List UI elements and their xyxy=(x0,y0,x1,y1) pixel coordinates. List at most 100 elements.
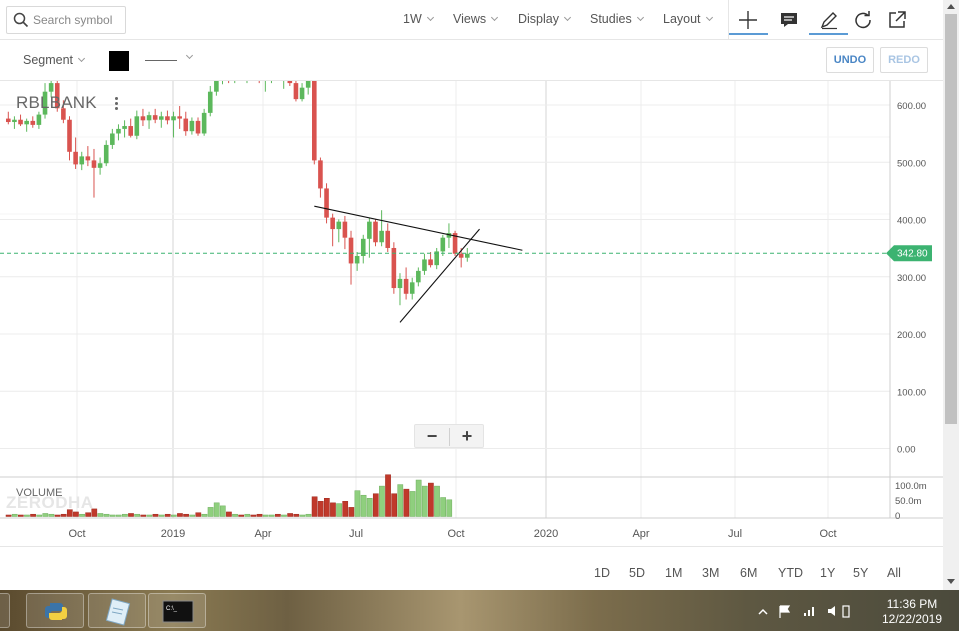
volume-bar xyxy=(109,514,116,517)
range-6m[interactable]: 6M xyxy=(740,566,758,580)
interval-label: 1W xyxy=(403,12,422,26)
y-tick-label: 200.00 xyxy=(897,330,926,341)
range-all[interactable]: All xyxy=(887,566,901,580)
scroll-down-arrow-icon[interactable] xyxy=(947,579,955,584)
popout-icon[interactable] xyxy=(886,9,908,31)
symbol-search-box[interactable] xyxy=(6,6,126,34)
volume-bar xyxy=(415,479,422,517)
tray-expand-icon xyxy=(758,608,768,615)
volume-bar xyxy=(183,513,189,517)
chevron-down-icon xyxy=(563,13,572,22)
chat-icon[interactable] xyxy=(778,9,800,31)
range-1y[interactable]: 1Y xyxy=(820,566,836,580)
volume-bar xyxy=(103,513,110,517)
scroll-up-arrow-icon[interactable] xyxy=(947,4,955,9)
volume-bar xyxy=(122,513,128,517)
volume-bar xyxy=(170,514,177,517)
volume-bar xyxy=(201,513,208,517)
crosshair-icon[interactable] xyxy=(737,9,759,31)
y-tick-label: 400.00 xyxy=(897,216,926,227)
volume-bar xyxy=(262,514,269,517)
range-3m[interactable]: 3M xyxy=(702,566,720,580)
taskbar-cmd-app[interactable]: C:\_ xyxy=(148,593,206,628)
vertical-scrollbar[interactable] xyxy=(943,0,959,590)
display-menu[interactable]: Display xyxy=(518,12,572,26)
candle-body xyxy=(434,251,439,266)
zoom-out-button[interactable]: − xyxy=(426,426,438,446)
volume-bar xyxy=(189,514,196,517)
x-tick-label: Jul xyxy=(349,528,363,540)
volume-tick-label: 100.0m xyxy=(895,481,927,492)
volume-bar xyxy=(207,507,214,517)
taskbar-app-partial[interactable] xyxy=(0,593,10,628)
volume-bar xyxy=(128,513,134,517)
range-ytd[interactable]: YTD xyxy=(778,566,803,580)
symbol-name[interactable]: RBLBANK xyxy=(16,93,97,112)
volume-bar xyxy=(342,501,349,517)
candle-body xyxy=(165,116,170,121)
layout-menu[interactable]: Layout xyxy=(663,12,713,26)
zoom-in-button[interactable]: + xyxy=(461,426,473,446)
volume-bar xyxy=(30,513,36,517)
taskbar-python-app[interactable] xyxy=(26,593,84,628)
candle-body xyxy=(140,116,146,121)
kebab-menu-icon[interactable] xyxy=(113,96,119,110)
candle-body xyxy=(48,83,54,92)
candle-body xyxy=(379,230,384,243)
price-chart[interactable]: 600.00 500.00 400.00 300.00 200.00 100.00 0.00… xyxy=(0,81,943,546)
volume-icon xyxy=(828,606,835,616)
candle-body xyxy=(61,108,66,120)
candle-body xyxy=(201,112,207,134)
candle-body xyxy=(287,81,293,84)
y-tick-label: 300.00 xyxy=(897,273,926,284)
candle-body xyxy=(73,151,78,165)
zoom-control: − + xyxy=(414,424,484,448)
taskbar-notepad-app[interactable] xyxy=(88,593,146,628)
candle-body xyxy=(103,144,109,164)
range-1d[interactable]: 1D xyxy=(594,566,610,580)
candle-body xyxy=(36,114,42,125)
crosshair-active-indicator xyxy=(729,33,768,35)
volume-bar xyxy=(256,513,263,517)
range-selector: 1D 5D 1M 3M 6M YTD 1Y 5Y All xyxy=(0,546,943,590)
refresh-icon[interactable] xyxy=(852,9,874,31)
volume-bar xyxy=(311,496,318,517)
y-tick-label: 500.00 xyxy=(897,158,926,169)
zoom-divider xyxy=(449,428,450,446)
candle-body xyxy=(336,221,342,230)
undo-button[interactable]: UNDO xyxy=(826,47,874,73)
color-swatch[interactable] xyxy=(109,51,129,71)
candle-body xyxy=(79,156,85,165)
interval-dropdown[interactable]: 1W xyxy=(403,12,434,26)
zerodha-watermark: ZERODHA xyxy=(6,493,94,512)
chevron-down-icon xyxy=(426,13,434,22)
studies-menu[interactable]: Studies xyxy=(590,12,644,26)
volume-bar xyxy=(428,482,434,517)
range-5d[interactable]: 5D xyxy=(629,566,645,580)
candle-body xyxy=(18,119,23,125)
search-input[interactable] xyxy=(33,13,123,27)
volume-bar xyxy=(299,514,306,517)
taskbar-clock[interactable]: 11:36 PM 12/22/2019 xyxy=(872,597,952,627)
candle-body xyxy=(446,233,452,238)
line-style-selector[interactable] xyxy=(145,60,177,61)
toolbar-divider xyxy=(728,0,729,40)
x-tick-label: 2019 xyxy=(161,528,185,540)
candle-body xyxy=(128,126,133,136)
volume-bar xyxy=(213,502,220,517)
range-1m[interactable]: 1M xyxy=(665,566,683,580)
range-5y[interactable]: 5Y xyxy=(853,566,869,580)
volume-bar xyxy=(421,485,428,517)
volume-bar xyxy=(446,499,453,517)
views-menu[interactable]: Views xyxy=(453,12,499,26)
volume-bar xyxy=(317,501,324,517)
scroll-thumb[interactable] xyxy=(945,14,957,424)
x-tick-label: 2020 xyxy=(534,528,558,540)
redo-button[interactable]: REDO xyxy=(880,47,928,73)
segment-dropdown[interactable]: Segment xyxy=(23,53,86,67)
candle-body xyxy=(330,217,335,230)
candle-body xyxy=(409,282,415,294)
x-tick-label: Oct xyxy=(447,528,464,540)
chevron-down-icon[interactable] xyxy=(185,51,194,60)
pencil-icon[interactable] xyxy=(818,9,840,31)
